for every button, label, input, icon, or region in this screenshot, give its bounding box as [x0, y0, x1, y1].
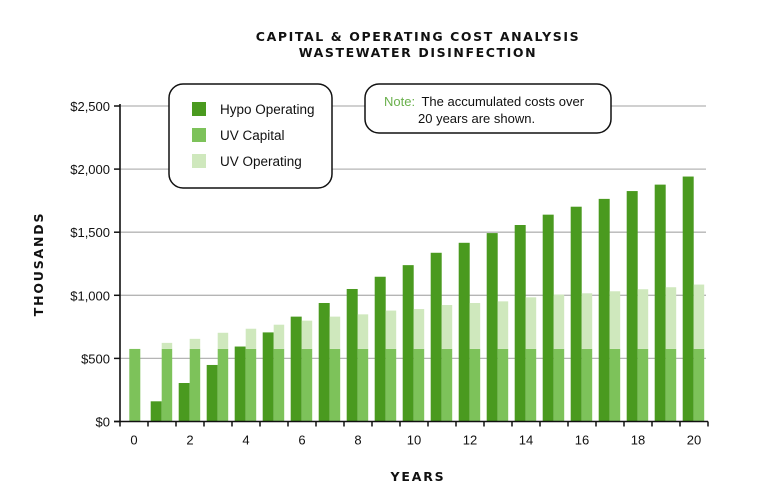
bar-uv-operating: [357, 314, 369, 349]
bar-hypo-operating: [150, 401, 162, 422]
legend-swatch-uv-operating: [192, 154, 206, 168]
bar-uv-capital: [497, 348, 509, 422]
bar-uv-capital: [665, 348, 677, 422]
bar-uv-capital: [189, 348, 201, 422]
bar-uv-capital: [637, 348, 649, 422]
bar-uv-capital: [245, 348, 257, 422]
bar-uv-operating: [245, 328, 257, 349]
x-tick-label: 0: [130, 433, 137, 448]
legend-swatch-hypo-operating: [192, 102, 206, 116]
bar-uv-operating: [553, 294, 565, 349]
bar-uv-operating: [385, 310, 397, 349]
chart-subtitle: WASTEWATER DISINFECTION: [299, 45, 537, 60]
x-tick-label: 18: [631, 433, 645, 448]
bar-uv-capital: [217, 348, 229, 422]
legend-label-uv-capital: UV Capital: [220, 128, 285, 143]
x-tick-label: 14: [519, 433, 533, 448]
legend: Hypo Operating UV Capital UV Operating: [168, 83, 333, 189]
y-tick-label: $1,000: [70, 288, 110, 303]
bar-hypo-operating: [234, 346, 246, 422]
bar-uv-operating: [329, 316, 341, 349]
y-tick-label: $2,500: [70, 99, 110, 114]
bar-uv-operating: [413, 309, 425, 349]
legend-label-hypo-operating: Hypo Operating: [220, 102, 315, 117]
bar-hypo-operating: [458, 242, 470, 422]
bar-hypo-operating: [206, 364, 218, 422]
bar-hypo-operating: [570, 206, 582, 422]
bar-hypo-operating: [290, 316, 302, 422]
note-annotation: Note: The accumulated costs over 20 year…: [364, 83, 612, 134]
bar-uv-operating: [693, 284, 705, 349]
bar-uv-operating: [469, 302, 481, 349]
bar-hypo-operating: [654, 184, 666, 422]
bar-uv-operating: [273, 324, 285, 349]
x-tick-label: 4: [242, 433, 249, 448]
x-axis-title: YEARS: [390, 469, 446, 484]
bar-uv-capital: [693, 348, 705, 422]
bar-uv-capital: [413, 348, 425, 422]
bar-uv-operating: [217, 332, 229, 349]
bar-uv-capital: [301, 348, 313, 422]
bar-hypo-operating: [486, 233, 498, 422]
bar-uv-operating: [441, 305, 453, 349]
bar-hypo-operating: [178, 383, 190, 422]
bar-hypo-operating: [626, 191, 638, 422]
bar-hypo-operating: [430, 252, 442, 422]
bar-uv-capital: [525, 348, 537, 422]
y-tick-label: $1,500: [70, 225, 110, 240]
bar-uv-operating: [581, 293, 593, 349]
y-tick-label: $0: [96, 415, 110, 430]
bar-hypo-operating: [402, 265, 414, 422]
bar-uv-operating: [497, 301, 509, 349]
bar-uv-capital: [357, 348, 369, 422]
y-tick-label: $500: [81, 351, 110, 366]
bar-hypo-operating: [318, 302, 330, 422]
bar-hypo-operating: [514, 225, 526, 422]
bar-hypo-operating: [598, 198, 610, 422]
bar-hypo-operating: [374, 276, 386, 422]
x-tick-label: 16: [575, 433, 589, 448]
note-text-line2: 20 years are shown.: [418, 111, 535, 126]
bar-uv-operating: [665, 287, 677, 349]
x-tick-label: 2: [186, 433, 193, 448]
bar-hypo-operating: [262, 332, 274, 422]
note-box: [364, 83, 612, 134]
note-label: Note:: [384, 94, 415, 109]
bar-uv-capital: [329, 348, 341, 422]
bar-uv-operating: [301, 320, 313, 349]
svg-text:Note: The accumulated co: Note: The accumulated costs over: [384, 94, 585, 109]
bar-uv-capital: [469, 348, 481, 422]
x-tick-label: 12: [463, 433, 477, 448]
bar-uv-capital: [553, 348, 565, 422]
bar-uv-capital: [161, 348, 173, 422]
bar-uv-capital: [609, 348, 621, 422]
x-tick-label: 8: [354, 433, 361, 448]
legend-label-uv-operating: UV Operating: [220, 154, 302, 169]
bar-uv-operating: [189, 338, 201, 349]
bar-uv-operating: [637, 289, 649, 349]
bar-uv-capital: [129, 348, 141, 422]
note-text-line1: The accumulated costs over: [421, 94, 584, 109]
bar-uv-capital: [385, 348, 397, 422]
bar-hypo-operating: [682, 176, 694, 422]
x-tick-label: 20: [687, 433, 701, 448]
x-tick-label: 10: [407, 433, 421, 448]
bar-uv-capital: [581, 348, 593, 422]
x-tick-label: 6: [298, 433, 305, 448]
bar-uv-capital: [441, 348, 453, 422]
legend-swatch-uv-capital: [192, 128, 206, 142]
legend-box: [168, 83, 333, 189]
y-axis-title: THOUSANDS: [31, 212, 46, 316]
bar-uv-operating: [525, 297, 537, 349]
bar-hypo-operating: [542, 214, 554, 422]
bar-uv-capital: [273, 348, 285, 422]
chart-title: CAPITAL & OPERATING COST ANALYSIS: [256, 29, 580, 44]
bar-uv-operating: [609, 291, 621, 349]
y-tick-label: $2,000: [70, 162, 110, 177]
bar-hypo-operating: [346, 288, 358, 422]
bar-uv-operating: [161, 342, 173, 349]
